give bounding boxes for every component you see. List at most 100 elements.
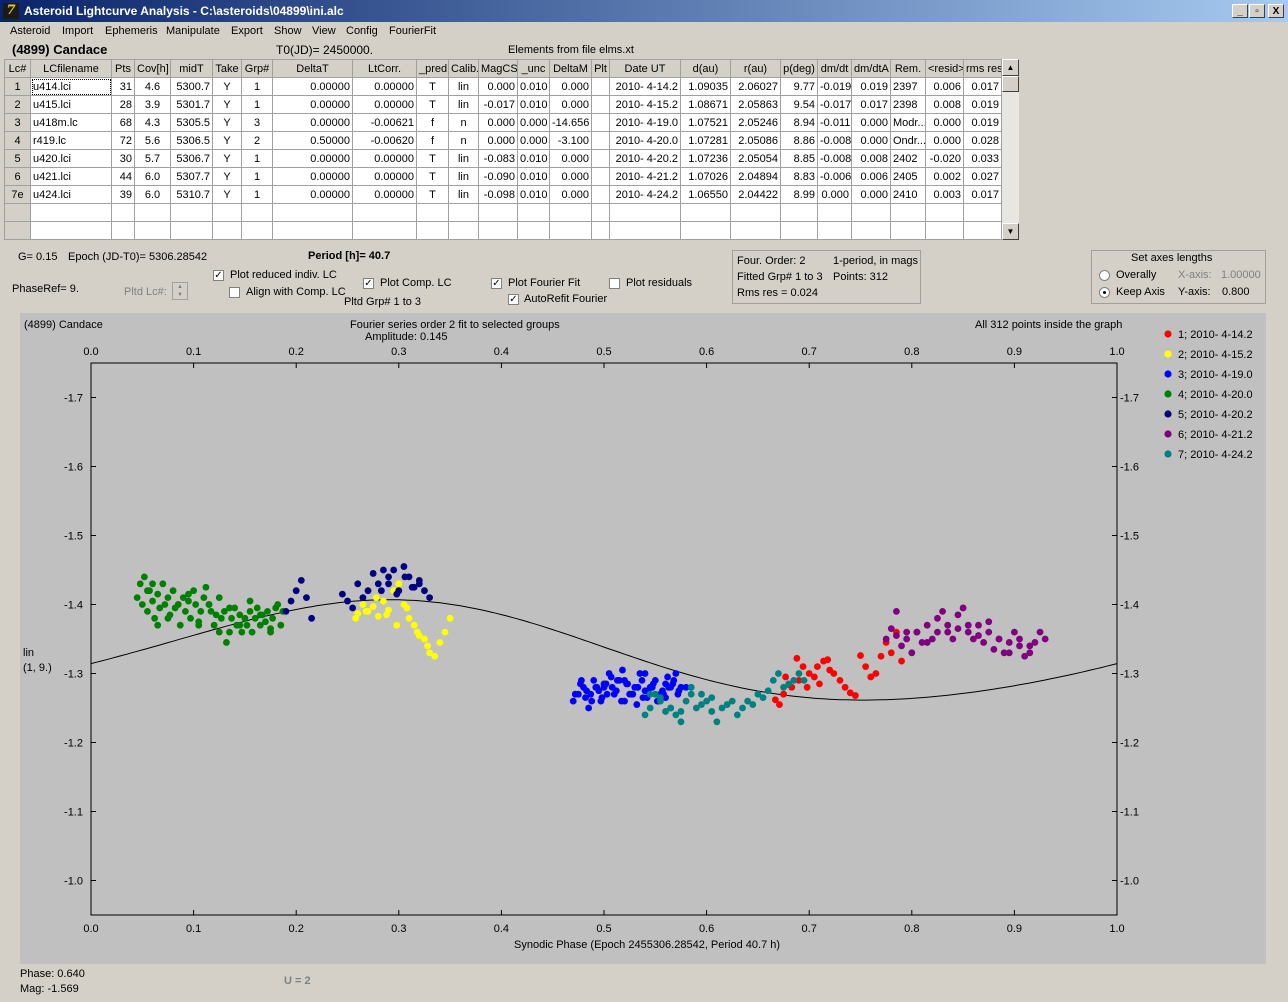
yaxis-value[interactable]: 0.800 xyxy=(1222,286,1250,298)
table-cell[interactable]: 1.09035 xyxy=(680,77,731,96)
table-cell[interactable]: 5301.7 xyxy=(170,95,213,114)
column-header[interactable]: <resid> xyxy=(925,59,964,78)
table-cell[interactable]: 0.019 xyxy=(963,113,1002,132)
table-cell[interactable]: T xyxy=(416,185,449,204)
table-cell[interactable]: 5310.7 xyxy=(170,185,213,204)
table-cell[interactable]: T xyxy=(416,149,449,168)
table-cell[interactable]: -0.019 xyxy=(817,77,852,96)
table-cell[interactable]: 2405 xyxy=(890,167,926,186)
table-cell[interactable]: 5306.5 xyxy=(170,131,213,150)
table-cell[interactable]: 28 xyxy=(111,95,135,114)
table-cell[interactable] xyxy=(591,77,610,96)
table-cell[interactable]: f xyxy=(416,113,449,132)
table-cell[interactable]: T xyxy=(416,77,449,96)
table-cell[interactable]: 1 xyxy=(241,77,273,96)
column-header[interactable]: LtCorr. xyxy=(352,59,417,78)
table-cell[interactable]: f xyxy=(416,131,449,150)
table-cell[interactable] xyxy=(591,149,610,168)
table-cell[interactable]: 2010- 4-20.0 xyxy=(609,131,681,150)
align-comp-checkbox[interactable] xyxy=(229,287,240,298)
table-cell[interactable]: 0.000 xyxy=(817,185,852,204)
table-cell[interactable]: 0.017 xyxy=(963,185,1002,204)
table-cell[interactable]: Y xyxy=(212,131,242,150)
table-cell[interactable]: -0.011 xyxy=(817,113,852,132)
plot-residuals-checkbox[interactable] xyxy=(609,278,620,289)
row-header[interactable]: 4 xyxy=(4,131,31,150)
table-cell[interactable]: 30 xyxy=(111,149,135,168)
xaxis-value[interactable]: 1.00000 xyxy=(1221,269,1261,281)
column-header[interactable]: DeltaT xyxy=(272,59,353,78)
table-cell[interactable]: 3.9 xyxy=(134,95,171,114)
menu-ephemeris[interactable]: Ephemeris xyxy=(105,25,158,37)
table-cell[interactable]: 2.05863 xyxy=(730,95,781,114)
table-cell[interactable]: 0.00000 xyxy=(352,149,417,168)
table-cell[interactable]: 5306.7 xyxy=(170,149,213,168)
table-cell[interactable]: 0.000 xyxy=(517,113,550,132)
table-cell[interactable]: 2410 xyxy=(890,185,926,204)
menu-fourierfit[interactable]: FourierFit xyxy=(389,25,437,37)
table-cell[interactable]: Y xyxy=(212,95,242,114)
table-cell[interactable]: 2402 xyxy=(890,149,926,168)
table-cell[interactable]: 0.00000 xyxy=(272,167,353,186)
table-cell[interactable]: 72 xyxy=(111,131,135,150)
table-cell[interactable] xyxy=(591,113,610,132)
table-cell[interactable]: lin xyxy=(448,77,479,96)
table-cell[interactable]: 0.00000 xyxy=(272,113,353,132)
column-header[interactable]: Take xyxy=(212,59,242,78)
table-cell[interactable]: 2010- 4-14.2 xyxy=(609,77,681,96)
scroll-down-arrow-icon[interactable]: ▼ xyxy=(1002,223,1019,240)
column-header[interactable]: Cov[h] xyxy=(134,59,171,78)
table-cell[interactable]: 0.002 xyxy=(925,167,964,186)
table-cell[interactable]: 1.08671 xyxy=(680,95,731,114)
table-cell[interactable]: 3 xyxy=(241,113,273,132)
table-cell[interactable]: 0.00000 xyxy=(352,167,417,186)
column-header[interactable]: rms res xyxy=(963,59,1002,78)
table-cell[interactable]: lin xyxy=(448,149,479,168)
row-header[interactable]: 1 xyxy=(4,77,31,96)
plot-reduced-checkbox[interactable]: ✓ xyxy=(213,270,224,281)
minimize-button[interactable]: _ xyxy=(1232,4,1248,18)
autorefit-checkbox[interactable]: ✓ xyxy=(508,294,519,305)
table-cell[interactable]: 6.0 xyxy=(134,167,171,186)
maximize-button[interactable]: ▫ xyxy=(1249,4,1265,18)
table-cell[interactable]: 8.94 xyxy=(780,113,818,132)
table-cell[interactable]: 9.54 xyxy=(780,95,818,114)
scroll-up-arrow-icon[interactable]: ▲ xyxy=(1002,59,1019,76)
table-cell[interactable]: 1.07026 xyxy=(680,167,731,186)
table-cell[interactable]: 0.010 xyxy=(517,167,550,186)
table-cell[interactable]: 2.05246 xyxy=(730,113,781,132)
table-cell[interactable]: 0.003 xyxy=(925,185,964,204)
table-cell[interactable]: Modr... xyxy=(890,113,926,132)
table-cell[interactable]: 5.6 xyxy=(134,131,171,150)
table-cell[interactable]: 4.6 xyxy=(134,77,171,96)
close-button[interactable]: X xyxy=(1268,4,1284,18)
table-cell[interactable]: 4.3 xyxy=(134,113,171,132)
table-cell[interactable]: -0.008 xyxy=(817,131,852,150)
column-header[interactable]: Lc# xyxy=(4,59,31,78)
table-cell[interactable]: 0.000 xyxy=(549,185,592,204)
table-cell[interactable]: 8.85 xyxy=(780,149,818,168)
table-cell[interactable]: 8.83 xyxy=(780,167,818,186)
table-row[interactable]: 3 u418m.lc 68 4.3 5305.5 Y 3 0.00000 -0.00621 f n 0… xyxy=(4,113,1002,132)
table-cell[interactable]: 5.7 xyxy=(134,149,171,168)
table-cell[interactable]: 0.000 xyxy=(851,113,891,132)
table-row[interactable]: 4 r419.lc 72 5.6 5306.5 Y 2 0.50000 -0.00620 f n 0.… xyxy=(4,131,1002,150)
table-cell[interactable]: 0.000 xyxy=(478,131,518,150)
table-cell[interactable]: 0.000 xyxy=(925,131,964,150)
table-cell[interactable]: 0.019 xyxy=(851,77,891,96)
menu-import[interactable]: Import xyxy=(62,25,94,37)
row-header[interactable]: 7e xyxy=(4,185,31,204)
table-cell[interactable]: 0.000 xyxy=(549,167,592,186)
column-header[interactable]: dm/dt xyxy=(817,59,852,78)
table-cell[interactable]: 44 xyxy=(111,167,135,186)
table-cell[interactable]: T xyxy=(416,167,449,186)
table-cell[interactable]: Y xyxy=(212,185,242,204)
table-cell[interactable]: 0.027 xyxy=(963,167,1002,186)
table-cell[interactable]: 0.008 xyxy=(851,149,891,168)
lightcurve-chart[interactable]: 0.0 0.0 0.1 0.1 0.2 0.2 0.3 0.3 0.4 0.4 0.5 0.5 0.6 0… xyxy=(20,313,1266,964)
table-cell[interactable]: lin xyxy=(448,185,479,204)
column-header[interactable]: Pts xyxy=(111,59,135,78)
table-cell[interactable]: 0.00000 xyxy=(352,77,417,96)
